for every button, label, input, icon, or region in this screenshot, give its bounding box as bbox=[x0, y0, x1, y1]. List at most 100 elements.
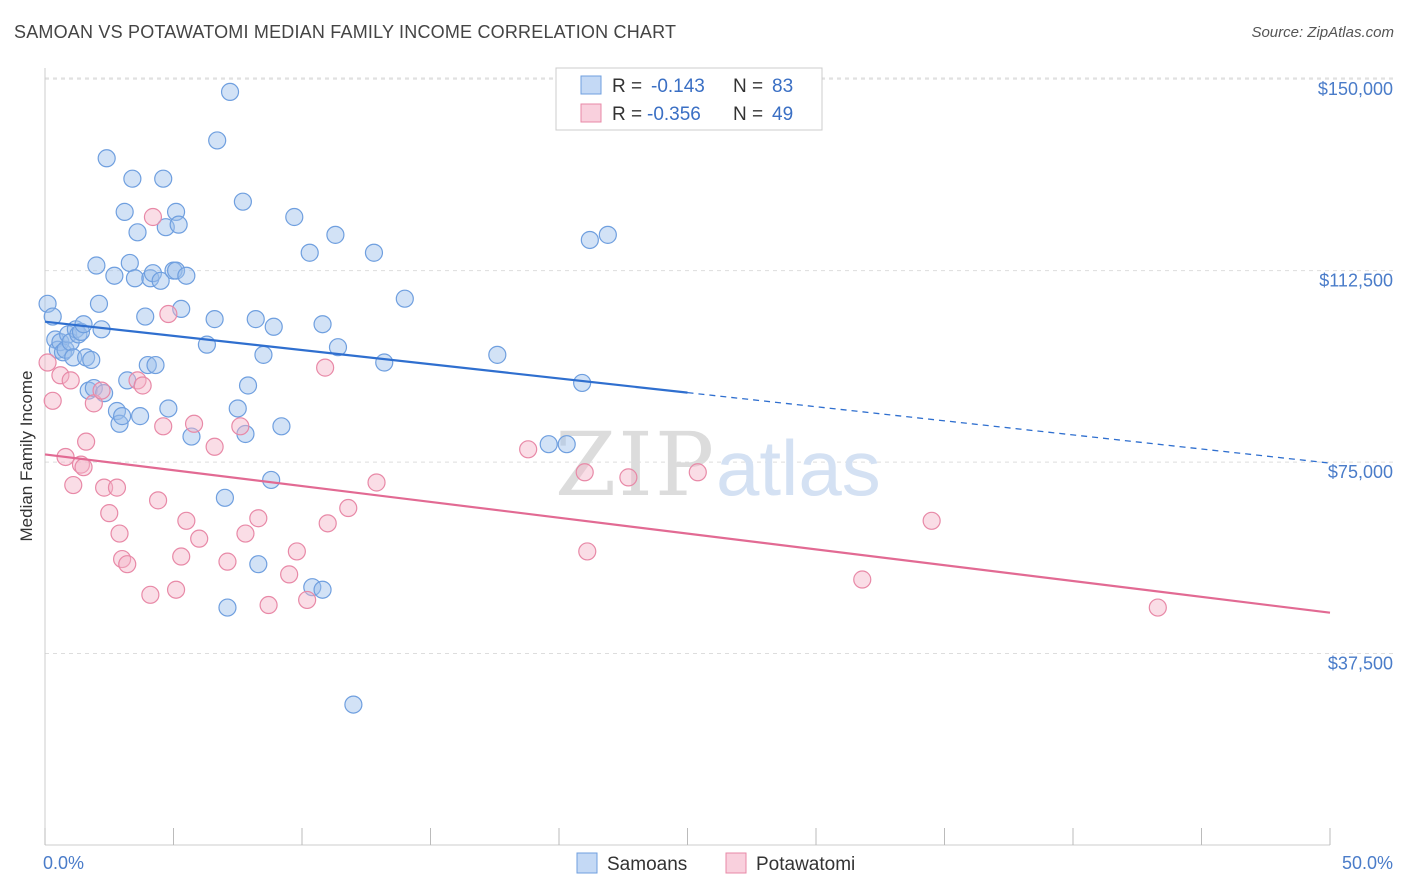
samoans-point bbox=[557, 435, 576, 454]
samoans-point bbox=[375, 353, 394, 372]
samoans-point bbox=[220, 82, 240, 102]
legend-swatch-samoans bbox=[576, 852, 598, 874]
potawatomi-point bbox=[141, 585, 160, 604]
samoans-point bbox=[64, 348, 83, 367]
y-tick-label: $112,500 bbox=[1319, 271, 1393, 291]
potawatomi-point bbox=[95, 478, 114, 497]
watermark-atlas: atlas bbox=[716, 424, 881, 512]
potawatomi-point bbox=[118, 555, 137, 574]
samoans-point bbox=[328, 338, 348, 357]
potawatomi-point bbox=[339, 498, 358, 518]
potawatomi-point bbox=[1148, 598, 1167, 617]
samoans-point bbox=[313, 580, 332, 599]
potawatomi-point bbox=[688, 463, 707, 482]
samoans-point bbox=[238, 376, 258, 395]
legend-n-label: N = bbox=[733, 104, 763, 125]
legend-n-label: N = bbox=[733, 76, 763, 97]
potawatomi-point bbox=[922, 511, 941, 530]
potawatomi-point bbox=[318, 514, 337, 533]
legend-swatch-potawatomi bbox=[725, 852, 747, 874]
samoans-point bbox=[136, 307, 155, 326]
potawatomi-point bbox=[74, 458, 93, 477]
samoans-point bbox=[115, 202, 134, 221]
samoans-point bbox=[218, 598, 237, 617]
samoans-point bbox=[82, 350, 101, 370]
samoans-point bbox=[395, 289, 414, 308]
samoans-point bbox=[112, 407, 132, 426]
y-tick-label: $150,000 bbox=[1318, 79, 1393, 99]
potawatomi-point bbox=[133, 376, 152, 395]
potawatomi-point bbox=[184, 414, 204, 433]
samoans-point bbox=[598, 225, 617, 244]
samoans-point bbox=[573, 373, 592, 393]
potawatomi-point bbox=[61, 371, 80, 390]
potawatomi-point bbox=[519, 440, 538, 459]
samoans-point bbox=[53, 343, 73, 362]
samoans-point bbox=[313, 315, 332, 334]
potawatomi-point bbox=[51, 366, 70, 385]
samoans-point bbox=[364, 243, 384, 262]
x-tick-label-max: 50.0% bbox=[1342, 853, 1393, 873]
potawatomi-point bbox=[77, 432, 96, 451]
samoans-point bbox=[105, 266, 124, 285]
grid-lines bbox=[45, 77, 1395, 655]
potawatomi-point bbox=[298, 590, 317, 610]
potawatomi-point bbox=[112, 549, 132, 569]
samoans-point bbox=[215, 488, 234, 507]
samoans-point bbox=[205, 310, 224, 329]
legend-r-label: R = bbox=[612, 104, 642, 125]
samoans-point bbox=[166, 261, 186, 280]
legend-swatch-potawatomi bbox=[580, 103, 602, 123]
samoans-point bbox=[326, 225, 345, 244]
potawatomi-point bbox=[578, 542, 597, 561]
samoans-point bbox=[43, 307, 62, 326]
samoans-point bbox=[272, 417, 291, 436]
samoans-point bbox=[143, 264, 163, 283]
samoans-point bbox=[154, 169, 173, 188]
legend-r-value: -0.356 bbox=[647, 104, 701, 125]
data-points bbox=[38, 82, 1167, 714]
correlation-legend: R = -0.143 N = 83 R = -0.356 N = 49 bbox=[555, 67, 823, 131]
legend-label-samoans: Samoans bbox=[607, 854, 687, 875]
y-axis-title: Median Family Income bbox=[17, 370, 36, 541]
y-tick-label: $75,000 bbox=[1328, 462, 1393, 482]
samoans-point bbox=[169, 215, 188, 234]
samoans-point bbox=[138, 355, 157, 375]
samoans-trend-line bbox=[44, 320, 688, 394]
samoans-trend-extension bbox=[687, 391, 1331, 464]
potawatomi-point bbox=[159, 304, 178, 324]
potawatomi-point bbox=[205, 437, 224, 456]
samoans-point bbox=[77, 348, 96, 367]
samoans-point bbox=[120, 253, 139, 273]
samoans-point bbox=[344, 695, 363, 714]
potawatomi-point bbox=[64, 475, 83, 495]
potawatomi-point bbox=[853, 570, 872, 589]
potawatomi-point bbox=[280, 565, 299, 584]
potawatomi-point bbox=[249, 509, 268, 528]
samoans-point bbox=[125, 269, 145, 288]
samoans-point bbox=[254, 345, 273, 364]
series-legend: Samoans Potawatomi bbox=[576, 852, 855, 875]
x-tick-label-min: 0.0% bbox=[43, 853, 84, 873]
potawatomi-trend-line bbox=[44, 453, 1331, 614]
potawatomi-point bbox=[154, 417, 173, 436]
samoans-point bbox=[97, 149, 116, 168]
samoans-point bbox=[159, 399, 178, 418]
legend-swatch-samoans bbox=[580, 75, 602, 95]
y-tick-label: $37,500 bbox=[1328, 654, 1393, 674]
potawatomi-point bbox=[143, 207, 163, 227]
legend-r-label: R = bbox=[612, 76, 642, 97]
potawatomi-point bbox=[177, 511, 196, 530]
potawatomi-point bbox=[100, 504, 119, 523]
potawatomi-point bbox=[172, 547, 191, 566]
potawatomi-point bbox=[367, 473, 386, 492]
chart-title: SAMOAN VS POTAWATOMI MEDIAN FAMILY INCOM… bbox=[14, 22, 677, 42]
samoans-point bbox=[128, 223, 147, 242]
legend-n-value: 49 bbox=[772, 104, 793, 125]
samoans-point bbox=[151, 271, 170, 290]
potawatomi-point bbox=[107, 478, 127, 497]
potawatomi-point bbox=[316, 358, 335, 377]
samoans-point bbox=[539, 435, 558, 454]
samoans-point bbox=[89, 294, 109, 313]
